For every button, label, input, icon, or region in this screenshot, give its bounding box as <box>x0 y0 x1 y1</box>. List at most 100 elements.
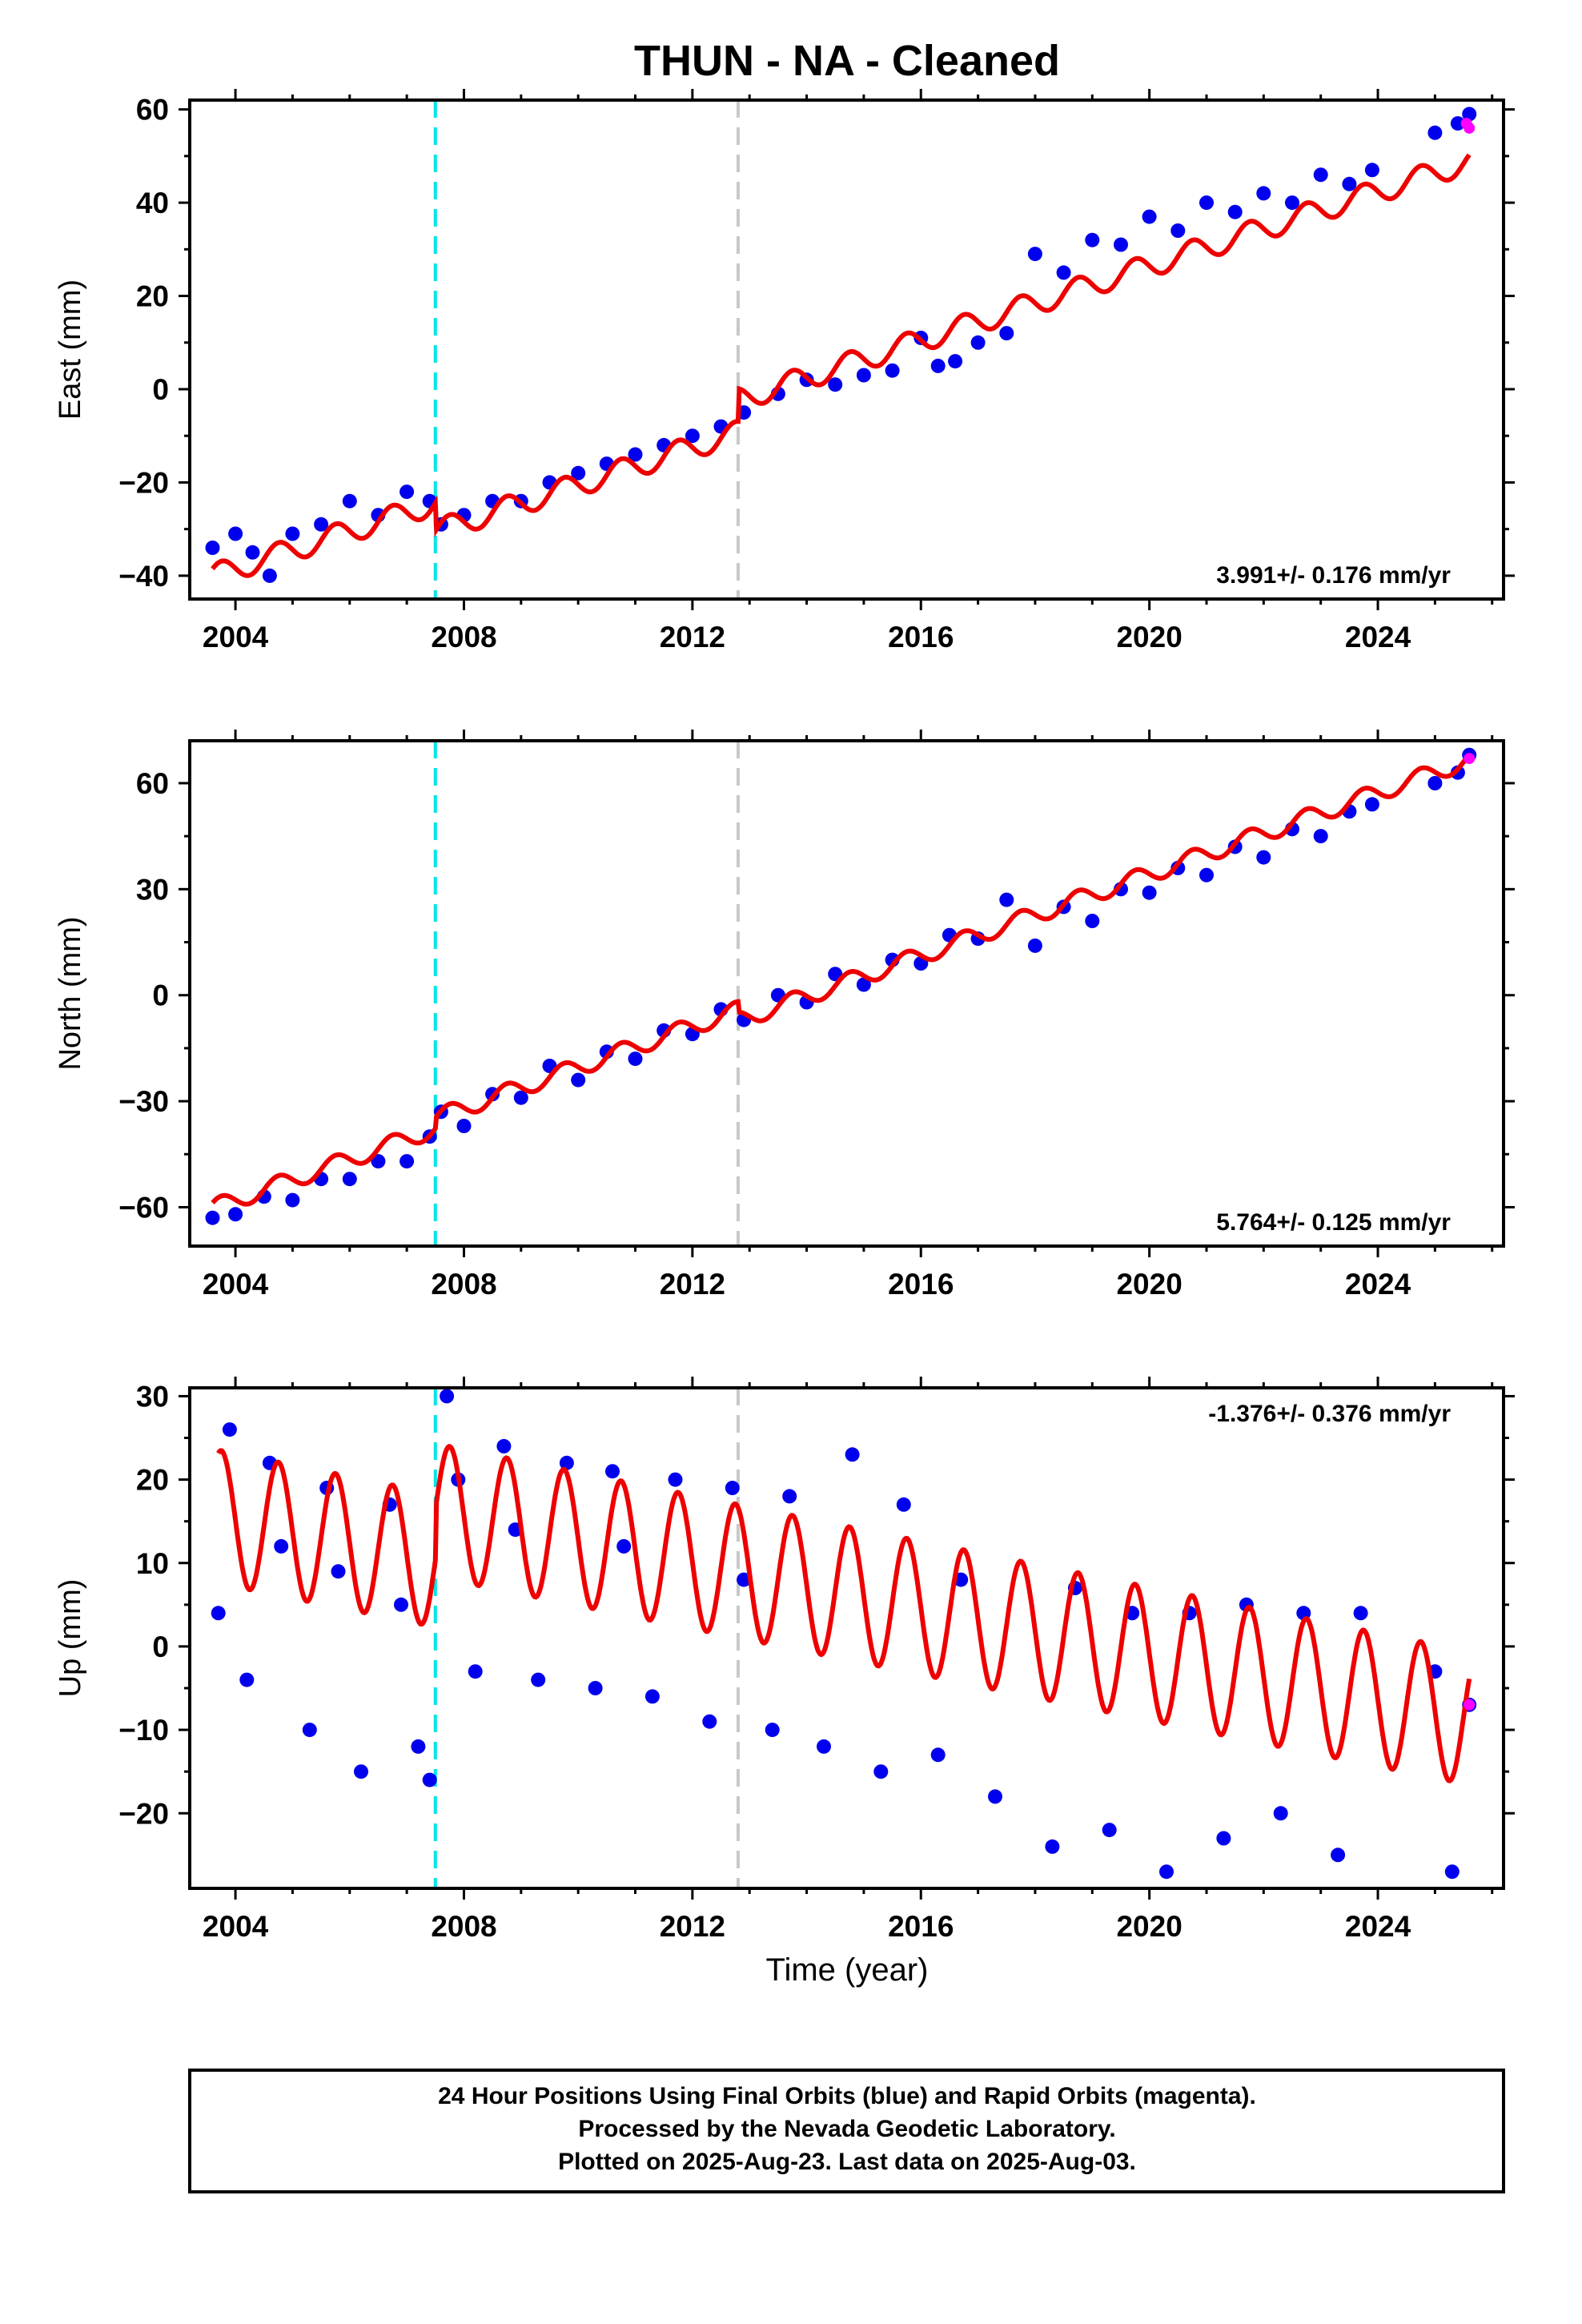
model-line <box>211 753 1472 1207</box>
final-orbit-point <box>1427 125 1443 140</box>
final-orbit-point <box>314 517 329 532</box>
final-orbit-point <box>228 1207 243 1222</box>
footer-line-2: Processed by the Nevada Geodetic Laborat… <box>578 2116 1115 2142</box>
x-tick-label: 2008 <box>431 621 496 653</box>
final-orbit-point <box>468 1664 483 1679</box>
panels: 2004 2008 2012 2016 2020 2024 −40 −20 0 20 40 60 Eas… <box>54 89 1515 1943</box>
x-tick-label: 2008 <box>431 1910 496 1943</box>
x-tick-label: 2012 <box>660 1268 725 1301</box>
final-orbit-point <box>999 326 1014 341</box>
final-orbit-point <box>571 1072 586 1088</box>
footer-line-3: Plotted on 2025-Aug-23. Last data on 202… <box>558 2149 1136 2175</box>
x-tick-label: 2020 <box>1116 1268 1182 1301</box>
final-orbit-point <box>845 1447 860 1462</box>
final-orbit-point <box>1256 850 1271 865</box>
final-orbit-point <box>1285 195 1299 211</box>
final-orbit-point <box>222 1422 237 1437</box>
y-tick-label: 30 <box>136 873 169 906</box>
final-orbit-point <box>205 541 220 555</box>
x-axis-label: Time (year) <box>766 1952 929 1988</box>
final-orbit-point <box>1256 186 1271 201</box>
final-orbit-point <box>988 1789 1002 1804</box>
y-tick-label: 0 <box>152 979 169 1012</box>
rapid-orbit-point <box>1464 122 1476 134</box>
final-orbit-point <box>970 335 986 350</box>
final-orbit-point <box>948 354 963 369</box>
model-line <box>216 1443 1472 1783</box>
final-orbit-point <box>1085 914 1100 928</box>
rate-label: 3.991+/- 0.176 mm/yr <box>1216 562 1451 589</box>
plot-frame <box>188 99 1505 601</box>
final-orbit-point <box>725 1481 740 1495</box>
final-orbit-point <box>885 363 900 378</box>
y-tick-label: 40 <box>136 187 169 219</box>
final-orbit-point <box>1444 1864 1460 1880</box>
x-tick-label: 2024 <box>1345 1910 1411 1943</box>
final-orbit-point <box>394 1597 408 1612</box>
final-orbit-point <box>1027 247 1042 262</box>
final-orbit-point <box>588 1681 603 1695</box>
final-orbit-point <box>1027 938 1042 953</box>
final-orbit-point <box>228 526 243 541</box>
plot-area <box>190 741 1504 1246</box>
rapid-orbit-point <box>1464 1699 1476 1711</box>
final-orbit-point <box>262 568 277 583</box>
x-tick-label: 2004 <box>203 1910 269 1943</box>
final-orbit-point <box>1199 195 1214 211</box>
final-orbit-point <box>440 1389 455 1404</box>
x-tick-label: 2016 <box>888 1910 954 1943</box>
final-orbit-point <box>1273 1806 1288 1821</box>
x-tick-label: 2016 <box>888 1268 954 1301</box>
final-orbit-point <box>628 447 643 462</box>
final-orbit-point <box>1170 223 1186 238</box>
final-orbit-point <box>342 493 357 509</box>
final-orbit-point <box>628 1051 643 1067</box>
final-orbit-point <box>896 1497 911 1512</box>
final-orbit-point <box>930 1747 946 1763</box>
y-tick-label: 20 <box>136 280 169 313</box>
y-tick-label: 20 <box>136 1464 169 1497</box>
final-orbit-point <box>828 377 843 392</box>
x-tick-label: 2024 <box>1345 1268 1411 1301</box>
panel-north: 2004 2008 2012 2016 2020 2024 −60 −30 0 30 60 North… <box>54 730 1515 1301</box>
x-tick-label: 2020 <box>1116 621 1182 653</box>
data-layer <box>205 100 1477 599</box>
final-orbit-point <box>1216 1831 1231 1846</box>
final-orbit-point <box>817 1739 831 1754</box>
final-orbit-point <box>400 1154 415 1169</box>
rate-label: -1.376+/- 0.376 mm/yr <box>1208 1401 1451 1427</box>
final-orbit-point <box>331 1564 346 1579</box>
panel-up: 2004 2008 2012 2016 2020 2024 −20 −10 0 10 20 30 Up … <box>54 1377 1515 1943</box>
final-orbit-point <box>1331 1848 1346 1863</box>
panel-east: 2004 2008 2012 2016 2020 2024 −40 −20 0 20 40 60 Eas… <box>54 89 1515 653</box>
final-orbit-point <box>1450 116 1465 131</box>
final-orbit-point <box>1462 107 1477 122</box>
final-orbit-point <box>1364 797 1379 812</box>
y-tick-label: 0 <box>152 1630 169 1663</box>
footer-line-1: 24 Hour Positions Using Final Orbits (bl… <box>438 2083 1256 2109</box>
final-orbit-point <box>422 1772 437 1787</box>
chart-title: THUN - NA - Cleaned <box>634 37 1060 85</box>
final-orbit-point <box>1342 176 1357 191</box>
final-orbit-point <box>1364 163 1379 178</box>
y-tick-label: 10 <box>136 1547 169 1580</box>
final-orbit-point <box>302 1723 317 1738</box>
final-orbit-point <box>1199 867 1214 883</box>
plot-frame <box>188 739 1505 1248</box>
y-tick-label: −20 <box>118 466 169 499</box>
final-orbit-point <box>1227 204 1243 219</box>
final-orbit-point <box>400 485 415 500</box>
final-orbit-point <box>496 1438 512 1454</box>
final-orbit-point <box>285 1192 300 1208</box>
final-orbit-point <box>685 428 700 444</box>
y-tick-label: 0 <box>152 373 169 406</box>
footer-box: 24 Hour Positions Using Final Orbits (bl… <box>188 2069 1505 2193</box>
y-tick-label: −10 <box>118 1714 169 1747</box>
y-tick-label: 60 <box>136 94 169 127</box>
y-tick-label: 30 <box>136 1380 169 1413</box>
x-tick-label: 2016 <box>888 621 954 653</box>
final-orbit-point <box>1142 885 1157 900</box>
y-tick-label: 60 <box>136 767 169 800</box>
plot-area <box>190 100 1504 599</box>
